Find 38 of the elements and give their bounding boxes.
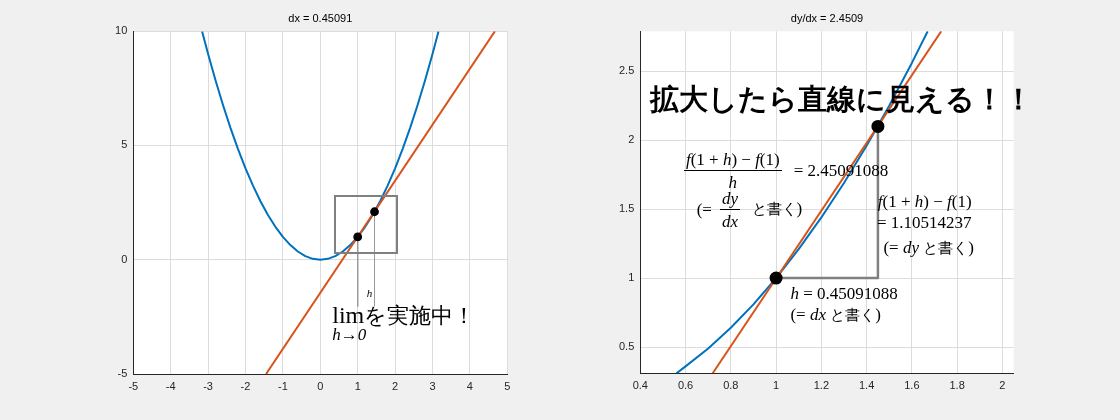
annotation: と書く) [751, 198, 803, 221]
x-tick-label: 1 [354, 379, 361, 392]
x-tick-label: 1.8 [949, 378, 965, 391]
x-tick-label: 0.6 [677, 378, 694, 391]
x-tick-label: 1.2 [813, 378, 829, 391]
chart-title: dy/dx = 2.4509 [790, 11, 864, 24]
chart-title: dx = 0.45091 [288, 11, 353, 24]
x-tick-label: 4 [466, 379, 473, 392]
annotation: (= [696, 198, 712, 220]
annotation: dy [721, 189, 738, 209]
x-tick-label: 1 [773, 378, 780, 391]
x-tick-label: 2 [999, 378, 1006, 391]
annotation: (= dy と書く) [883, 236, 974, 259]
x-tick-label: 1.6 [904, 378, 920, 391]
annotation: h [366, 286, 373, 299]
y-tick-label: 5 [121, 138, 128, 151]
y-tick-label: 1 [628, 271, 635, 284]
y-tick-label: 2 [628, 133, 635, 146]
x-tick-label: -3 [203, 379, 213, 392]
annotation: f(1 + h) − f(1) [683, 149, 782, 171]
x-tick-label: -1 [278, 379, 288, 392]
x-tick-label: 0.4 [632, 378, 648, 391]
y-tick-label: -5 [117, 367, 128, 380]
x-tick-label: 5 [504, 379, 511, 392]
annotation: h = 0.45091088 (= dx と書く) [790, 283, 898, 327]
x-tick-label: -2 [240, 379, 251, 392]
x-tick-label: 0.8 [723, 378, 739, 391]
y-tick-label: 0.5 [619, 340, 635, 353]
y-tick-label: 1.5 [619, 202, 635, 215]
x-tick-label: 3 [429, 379, 436, 392]
x-tick-label: 0 [317, 379, 324, 392]
y-tick-label: 10 [115, 24, 128, 37]
annotation: dx [721, 212, 738, 232]
y-tick-label: 0 [121, 252, 128, 265]
y-tick-label: 2.5 [619, 64, 635, 77]
x-tick-label: -4 [165, 379, 176, 392]
x-tick-label: 1.4 [858, 378, 875, 391]
x-tick-label: 2 [392, 379, 399, 392]
